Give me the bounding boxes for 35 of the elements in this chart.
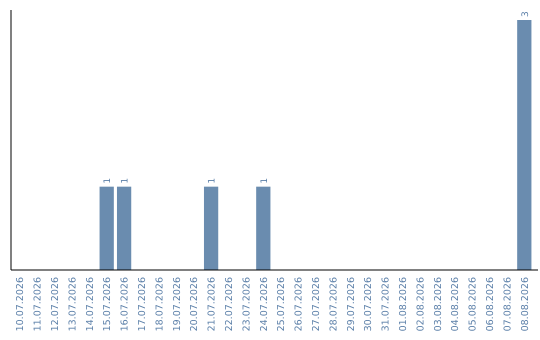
x-tick-label: 08.08.2026 <box>520 277 531 332</box>
x-tick-label: 07.08.2026 <box>502 277 514 332</box>
x-tick-label: 14.07.2026 <box>84 277 96 332</box>
x-tick-label: 24.07.2026 <box>258 277 270 332</box>
x-tick-label: 17.07.2026 <box>137 277 148 332</box>
x-tick-label: 27.07.2026 <box>311 277 322 332</box>
x-tick-label: 31.07.2026 <box>380 277 392 332</box>
x-tick-label: 11.07.2026 <box>32 277 44 332</box>
x-tick-label: 20.07.2026 <box>189 277 200 332</box>
x-tick-label: 25.07.2026 <box>276 277 288 332</box>
x-tick-label: 12.07.2026 <box>50 277 61 332</box>
data-label: 3 <box>520 11 531 17</box>
x-tick-label: 30.07.2026 <box>363 277 374 332</box>
x-tick-label: 28.07.2026 <box>328 277 340 332</box>
x-tick-label: 23.07.2026 <box>241 277 252 332</box>
x-tick-label: 16.07.2026 <box>120 277 131 332</box>
x-tick-label: 18.07.2026 <box>154 277 166 332</box>
x-tick-label: 06.08.2026 <box>485 277 496 332</box>
x-tick-label: 05.08.2026 <box>468 277 479 332</box>
x-tick-label: 15.07.2026 <box>102 277 114 332</box>
data-label: 1 <box>208 178 218 184</box>
data-label: 1 <box>120 178 131 184</box>
x-tick-label: 02.08.2026 <box>415 277 426 332</box>
data-label: 1 <box>260 178 270 184</box>
x-tick-label: 13.07.2026 <box>67 277 78 332</box>
x-tick-label: 21.07.2026 <box>206 277 218 332</box>
data-label: 1 <box>103 178 114 184</box>
x-tick-label: 10.07.2026 <box>15 277 26 332</box>
x-tick-label: 29.07.2026 <box>346 277 357 332</box>
x-tick-label: 26.07.2026 <box>294 277 305 332</box>
x-tick-label: 19.07.2026 <box>172 277 183 332</box>
x-tick-label: 01.08.2026 <box>398 277 409 332</box>
x-tick-label: 22.07.2026 <box>224 277 235 332</box>
x-tick-label: 04.08.2026 <box>450 277 462 332</box>
x-tick-label: 03.08.2026 <box>432 277 444 332</box>
